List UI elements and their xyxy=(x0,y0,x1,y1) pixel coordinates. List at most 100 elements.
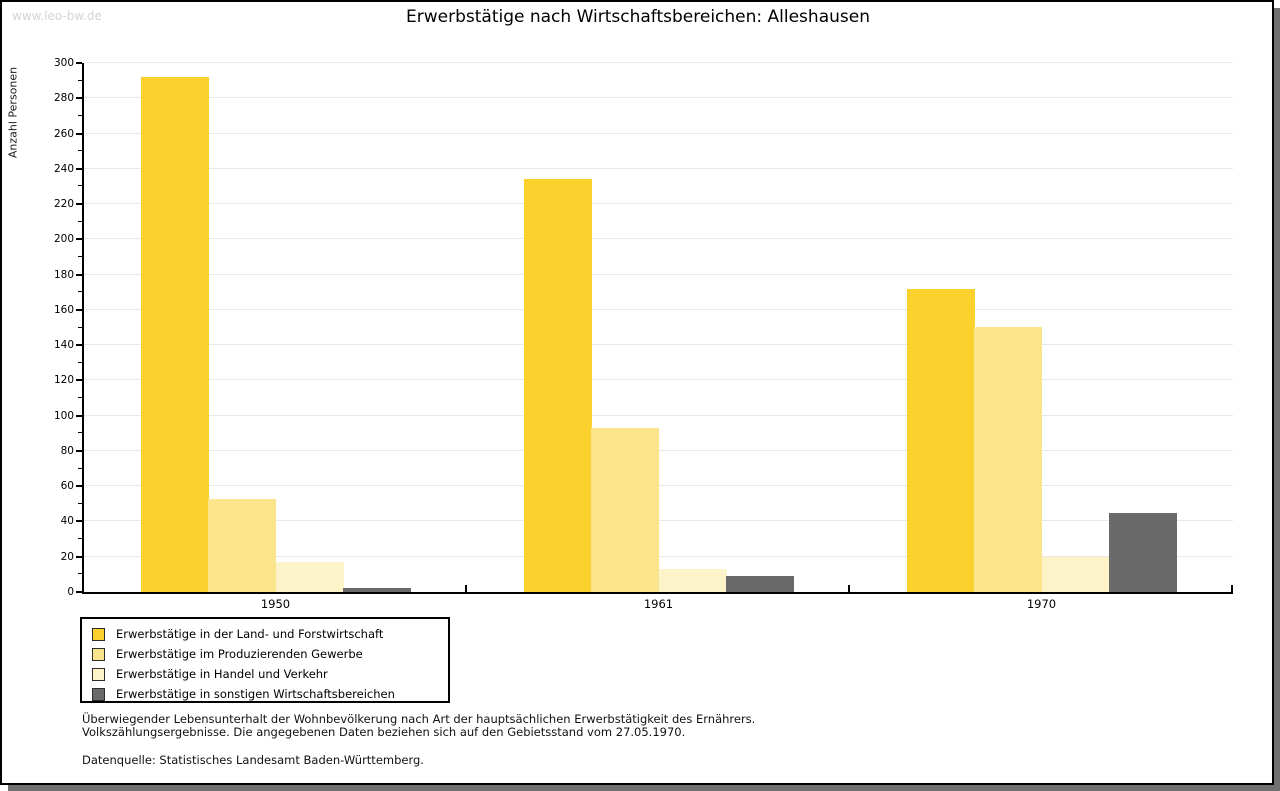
y-tick-label-180: 180 xyxy=(53,268,74,281)
y-tick-minor-130 xyxy=(78,361,82,363)
y-tick-label-0: 0 xyxy=(67,586,74,598)
gridline-120 xyxy=(84,379,1233,381)
y-tick-major-260 xyxy=(76,132,82,135)
y-tick-minor-150 xyxy=(78,326,82,328)
y-tick-label-240: 240 xyxy=(53,162,74,175)
y-tick-minor-70 xyxy=(78,467,82,469)
legend-swatch-handel-verkehr xyxy=(92,667,105,681)
y-tick-major-60 xyxy=(76,485,82,488)
legend-label: Erwerbstätige im Produzierenden Gewerbe xyxy=(116,647,363,661)
y-tick-label-120: 120 xyxy=(53,374,74,387)
frame-shadow-right xyxy=(1274,8,1280,791)
legend-item: Erwerbstätige in Handel und Verkehr xyxy=(92,664,328,684)
y-tick-label-260: 260 xyxy=(53,127,74,140)
bar-series2-1970 xyxy=(974,327,1042,592)
y-tick-minor-210 xyxy=(78,220,82,222)
footnote-line-2: Volkszählungsergebnisse. Die angegebenen… xyxy=(82,725,686,739)
footnote-line-1: Überwiegender Lebensunterhalt der Wohnbe… xyxy=(82,712,756,726)
y-tick-label-220: 220 xyxy=(53,198,74,211)
y-tick-minor-230 xyxy=(78,185,82,187)
gridline-100 xyxy=(84,414,1233,416)
legend: Erwerbstätige in der Land- und Forstwirt… xyxy=(80,617,450,703)
gridline-160 xyxy=(84,308,1233,310)
y-tick-major-80 xyxy=(76,449,82,452)
y-tick-minor-90 xyxy=(78,432,82,434)
y-tick-minor-190 xyxy=(78,255,82,257)
y-tick-label-80: 80 xyxy=(60,444,74,457)
x-tick-boundary-2 xyxy=(848,585,850,592)
y-tick-major-300 xyxy=(76,62,82,64)
bar-series3-1970 xyxy=(1042,557,1110,592)
bar-series4-1970 xyxy=(1109,513,1177,592)
y-tick-major-100 xyxy=(76,414,82,417)
bar-series3-1961 xyxy=(659,569,727,592)
x-category-label-1961: 1961 xyxy=(643,597,674,611)
gridline-240 xyxy=(84,167,1233,169)
watermark: www.leo-bw.de xyxy=(12,9,102,23)
bar-series1-1970 xyxy=(907,289,975,592)
bar-series4-1950 xyxy=(343,588,411,592)
footnote-source: Datenquelle: Statistisches Landesamt Bad… xyxy=(82,753,424,767)
y-tick-major-200 xyxy=(76,238,82,241)
y-tick-label-20: 20 xyxy=(60,550,74,563)
y-tick-major-20 xyxy=(76,555,82,558)
bar-series2-1961 xyxy=(591,428,659,592)
y-tick-minor-270 xyxy=(78,114,82,116)
y-tick-minor-110 xyxy=(78,397,82,399)
y-tick-label-300: 300 xyxy=(53,57,74,69)
y-tick-minor-10 xyxy=(78,573,82,575)
y-tick-minor-290 xyxy=(78,79,82,81)
x-tick-boundary-1 xyxy=(465,585,467,592)
y-tick-label-200: 200 xyxy=(53,233,74,246)
gridline-140 xyxy=(84,344,1233,346)
legend-item: Erwerbstätige in sonstigen Wirtschaftsbe… xyxy=(92,684,395,704)
legend-swatch-produzierendes-gewerbe xyxy=(92,647,105,661)
gridline-280 xyxy=(84,97,1233,99)
y-tick-major-180 xyxy=(76,273,82,276)
legend-label: Erwerbstätige in sonstigen Wirtschaftsbe… xyxy=(116,687,395,701)
frame-shadow-bottom xyxy=(8,785,1280,791)
y-axis-label: Anzahl Personen xyxy=(6,66,20,159)
y-tick-label-160: 160 xyxy=(53,303,74,316)
gridline-300 xyxy=(84,62,1233,63)
legend-swatch-land-forstwirtschaft xyxy=(92,627,105,641)
legend-swatch-sonstige-bereiche xyxy=(92,687,105,701)
y-tick-major-40 xyxy=(76,520,82,523)
legend-item: Erwerbstätige im Produzierenden Gewerbe xyxy=(92,644,363,664)
bar-series2-1950 xyxy=(208,499,276,592)
y-tick-minor-250 xyxy=(78,150,82,152)
y-tick-major-160 xyxy=(76,308,82,311)
x-category-label-1950: 1950 xyxy=(260,597,291,611)
bar-series1-1961 xyxy=(524,179,592,592)
y-tick-major-140 xyxy=(76,344,82,347)
y-tick-major-280 xyxy=(76,97,82,100)
bar-series4-1961 xyxy=(726,576,794,592)
x-category-label-1970: 1970 xyxy=(1026,597,1057,611)
bar-series3-1950 xyxy=(276,562,344,592)
plot-area: 0 20 40 60 80 100 120 140 160 180 200 220 240 260 280 3… xyxy=(54,57,1233,598)
y-tick-major-120 xyxy=(76,379,82,382)
y-tick-label-100: 100 xyxy=(53,409,74,422)
y-tick-major-240 xyxy=(76,167,82,170)
y-tick-major-0 xyxy=(76,591,82,593)
y-tick-minor-30 xyxy=(78,538,82,540)
legend-label: Erwerbstätige in Handel und Verkehr xyxy=(116,667,328,681)
gridline-260 xyxy=(84,132,1233,134)
legend-label: Erwerbstätige in der Land- und Forstwirt… xyxy=(116,627,384,641)
gridline-180 xyxy=(84,273,1233,275)
y-tick-label-280: 280 xyxy=(53,92,74,105)
y-tick-label-60: 60 xyxy=(60,480,74,493)
y-tick-minor-50 xyxy=(78,502,82,504)
y-tick-label-40: 40 xyxy=(60,515,74,528)
legend-item: Erwerbstätige in der Land- und Forstwirt… xyxy=(92,624,383,644)
y-tick-label-140: 140 xyxy=(53,339,74,352)
bar-series1-1950 xyxy=(141,77,209,592)
gridline-200 xyxy=(84,238,1233,240)
x-tick-boundary-3 xyxy=(1231,585,1233,592)
y-tick-major-220 xyxy=(76,203,82,206)
chart-title: Erwerbstätige nach Wirtschaftsbereichen:… xyxy=(406,7,870,27)
gridline-220 xyxy=(84,203,1233,205)
y-tick-minor-170 xyxy=(78,291,82,293)
